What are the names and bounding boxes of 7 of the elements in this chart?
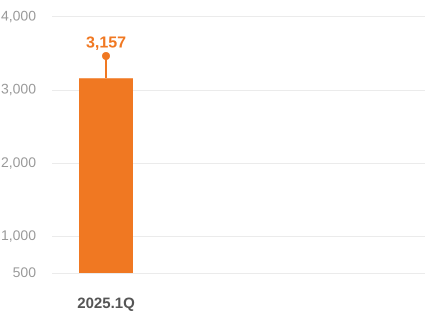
data-label: 3,157 <box>86 34 126 52</box>
y-tick-label: 2,000 <box>0 154 36 170</box>
y-tick-label: 500 <box>12 264 36 280</box>
x-tick-label: 2025.1Q <box>77 295 136 312</box>
y-tick-label: 3,000 <box>0 80 36 97</box>
y-tick-label: 4,000 <box>0 7 36 24</box>
y-tick-label: 1,000 <box>0 227 36 244</box>
